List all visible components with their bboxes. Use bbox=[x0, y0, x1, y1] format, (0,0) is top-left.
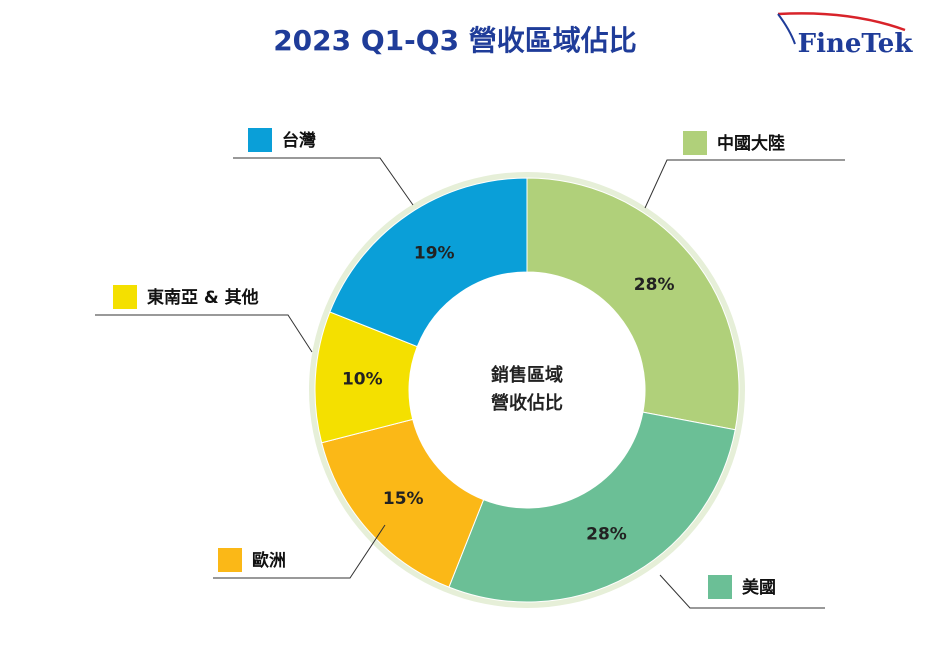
legend-label: 台灣 bbox=[282, 130, 316, 151]
legend-swatch bbox=[708, 575, 732, 599]
legend-swatch bbox=[113, 285, 137, 309]
logo-arc bbox=[777, 12, 906, 32]
logo-arc bbox=[777, 13, 796, 45]
chart-title: 2023 Q1-Q3 營收區域佔比 bbox=[273, 24, 637, 57]
value-label: 19% bbox=[414, 244, 455, 264]
donut-hole bbox=[409, 272, 645, 508]
legend-label: 美國 bbox=[742, 577, 776, 598]
leader-line bbox=[233, 157, 414, 206]
center-label: 銷售區域 bbox=[491, 364, 563, 386]
legend-label: 東南亞 & 其他 bbox=[147, 287, 259, 308]
value-label: 28% bbox=[586, 525, 627, 545]
logo-text: FineTek bbox=[798, 29, 914, 59]
leader-line bbox=[213, 524, 386, 579]
donut-slice bbox=[448, 411, 736, 603]
value-label: 28% bbox=[634, 275, 675, 295]
center-label: 營收佔比 bbox=[491, 392, 563, 414]
logo: FineTek bbox=[777, 12, 914, 59]
leader-line bbox=[95, 314, 313, 353]
legend-swatch bbox=[248, 128, 272, 152]
legend-label: 歐洲 bbox=[252, 550, 286, 571]
value-label: 15% bbox=[383, 489, 424, 509]
leader-line bbox=[659, 574, 825, 609]
value-label: 10% bbox=[342, 370, 383, 390]
leader-line bbox=[644, 159, 845, 209]
legend-label: 中國大陸 bbox=[717, 133, 785, 154]
legend-swatch bbox=[683, 131, 707, 155]
legend-swatch bbox=[218, 548, 242, 572]
donut-slice bbox=[526, 177, 740, 431]
